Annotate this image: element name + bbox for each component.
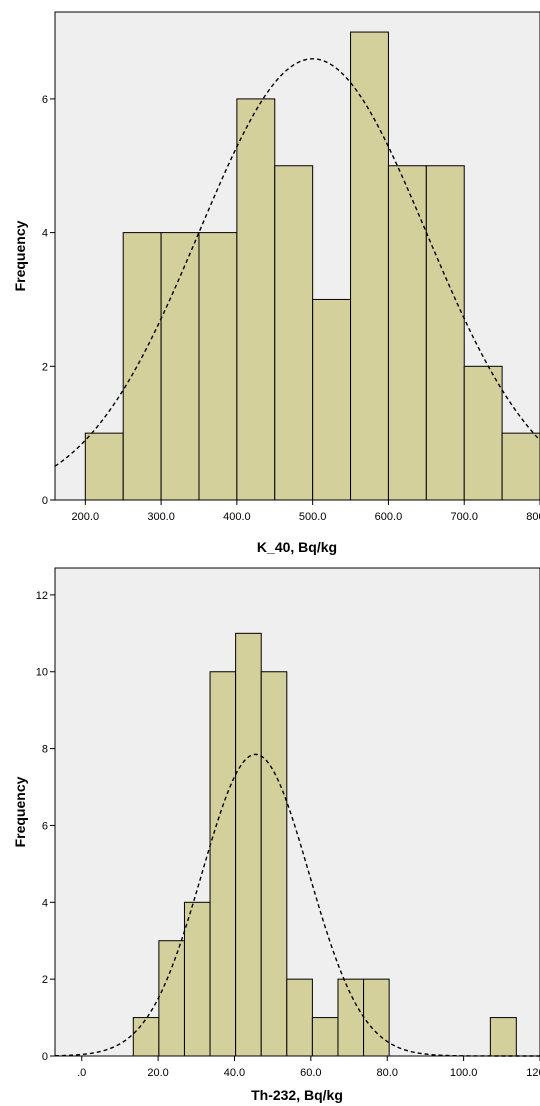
k40-bar-10 [463,365,503,501]
k40-histogram: 200.0 300.0 400.0 500.0 600.0 700.0 800.0 0 2 4 6… [12,11,540,555]
th232-y-tick-label-1: 2 [42,974,48,986]
th232-bar-0 [132,1017,160,1057]
k40-y-tick-label-3: 6 [42,94,48,106]
k40-x-ticks: 200.0 300.0 400.0 500.0 600.0 700.0 800.0 [72,500,540,523]
k40-normal-curve [54,58,540,467]
th232-y-axis-label: Frequency [12,776,28,847]
th232-y-tick-label-4: 8 [42,744,48,756]
k40-x-tick-label-1: 300.0 [147,511,175,523]
k40-y-axis-label: Frequency [12,220,28,291]
th232-x-tick-label-0: .0 [77,1067,86,1079]
k40-x-tick-label-0: 200.0 [72,511,100,523]
k40-bar-6 [312,298,352,501]
k40-bar-2 [160,232,200,501]
th232-x-tick-label-3: 60.0 [300,1067,321,1079]
th232-bar-6 [286,978,313,1057]
k40-x-tick-label-4: 600.0 [375,511,403,523]
th232-x-tick-label-4: 80.0 [377,1067,398,1079]
k40-y-ticks: 0 2 4 6 [42,94,55,507]
k40-bars [84,31,540,501]
k40-x-tick-label-2: 400.0 [223,511,251,523]
th232-y-tick-label-5: 10 [36,667,48,679]
th232-bar-8 [337,978,365,1057]
th232-x-tick-label-5: 100.0 [450,1067,478,1079]
th232-y-tick-label-3: 6 [42,820,48,832]
th232-y-tick-label-6: 12 [36,590,48,602]
k40-bar-7 [350,31,389,501]
k40-y-tick-label-1: 2 [42,361,48,373]
th232-normal-curve [54,753,540,1057]
k40-x-axis-label: K_40, Bq/kg [257,539,337,555]
th232-x-axis-label: Th-232, Bq/kg [251,1087,343,1103]
th232-y-ticks: 0 2 4 6 8 10 12 [36,590,55,1063]
th232-bar-4 [235,632,262,1057]
th232-bar-2 [183,901,211,1057]
k40-bar-3 [198,232,238,501]
th232-bar-1 [158,940,185,1057]
th232-bar-10 [489,1017,517,1057]
k40-y-tick-label-2: 4 [42,228,48,240]
k40-bar-0 [84,432,124,501]
th232-x-tick-label-6: 120.0 [526,1067,540,1079]
th232-bar-5 [260,671,288,1057]
k40-y-tick-label-0: 0 [42,495,48,507]
th232-bar-7 [311,1017,339,1057]
th232-histogram: .0 20.0 40.0 60.0 80.0 100.0 120.0 0 2 4 6 8 10 12 T… [12,567,540,1103]
th232-x-tick-label-2: 40.0 [224,1067,245,1079]
k40-x-tick-label-6: 800.0 [526,511,540,523]
k40-bar-11 [501,432,540,501]
th232-bar-9 [363,978,390,1057]
k40-bar-9 [425,165,465,501]
th232-x-tick-label-1: 20.0 [147,1067,168,1079]
th232-y-tick-label-2: 4 [42,897,48,909]
th232-x-ticks: .0 20.0 40.0 60.0 80.0 100.0 120.0 [77,1056,540,1079]
k40-x-tick-label-3: 500.0 [299,511,327,523]
th232-y-tick-label-0: 0 [42,1051,48,1063]
th232-bars [132,632,517,1057]
k40-bar-4 [236,98,276,501]
th232-bar-3 [209,671,237,1057]
k40-bar-8 [387,165,427,501]
k40-x-tick-label-5: 700.0 [450,511,478,523]
k40-bar-1 [122,232,162,501]
k40-bar-5 [274,165,314,501]
